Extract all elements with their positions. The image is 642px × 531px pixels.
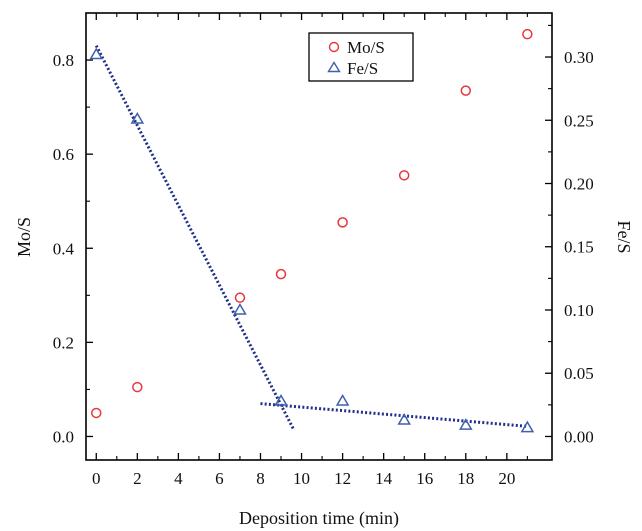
fit-line — [94, 44, 295, 430]
x-tick-label: 8 — [256, 469, 265, 488]
y-right-tick-label: 0.10 — [564, 301, 594, 320]
legend: Mo/S Fe/S — [308, 32, 414, 82]
x-axis-title: Deposition time (min) — [239, 508, 399, 529]
y-left-tick-label: 0.8 — [53, 51, 74, 70]
y-left-tick-label: 0.2 — [53, 333, 74, 352]
y-left-ticks: 0.0 0.2 0.4 0.6 0.8 — [53, 51, 93, 446]
x-tick-label: 2 — [133, 469, 142, 488]
point-fe-s — [130, 111, 145, 124]
plot-frame — [85, 12, 553, 461]
legend-label-mo-s: Mo/S — [347, 38, 385, 57]
y-left-tick-label: 0.0 — [53, 427, 74, 446]
x-ticks: 0 2 4 6 8 10 12 14 16 18 20 — [92, 13, 528, 488]
x-tick-label: 14 — [375, 469, 393, 488]
x-tick-label: 10 — [293, 469, 310, 488]
point-mo-s — [234, 292, 246, 303]
fit-line — [260, 402, 528, 428]
y-left-tick-label: 0.4 — [53, 239, 75, 258]
y-right-ticks: 0.00 0.05 0.10 0.15 0.20 0.25 0.30 — [545, 24, 594, 446]
point-fe-s — [458, 418, 473, 430]
y-right-tick-label: 0.00 — [564, 427, 594, 446]
x-tick-label: 16 — [416, 469, 433, 488]
x-tick-label: 6 — [215, 469, 224, 488]
y-right-tick-label: 0.05 — [564, 364, 594, 383]
point-fe-s — [520, 420, 535, 433]
x-tick-label: 0 — [92, 469, 101, 488]
y-right-tick-label: 0.30 — [564, 48, 594, 67]
point-mo-s — [337, 217, 348, 228]
point-mo-s — [398, 170, 410, 181]
legend-box — [308, 32, 414, 82]
markers — [89, 28, 535, 433]
legend-marker-fe-s — [327, 61, 341, 73]
y-right-tick-label: 0.25 — [564, 111, 594, 130]
x-tick-label: 20 — [498, 469, 515, 488]
legend-label-fe-s: Fe/S — [347, 59, 378, 78]
point-fe-s — [397, 413, 411, 425]
legend-marker-mo-s — [328, 41, 340, 53]
point-mo-s — [460, 85, 472, 96]
point-fe-s — [89, 47, 104, 60]
point-fe-s — [335, 394, 350, 406]
y-right-tick-label: 0.15 — [564, 238, 594, 257]
point-mo-s — [275, 268, 287, 280]
x-tick-label: 18 — [457, 469, 474, 488]
y-left-axis-title: Mo/S — [14, 217, 34, 257]
x-tick-label: 4 — [174, 469, 183, 488]
point-mo-s — [522, 28, 533, 40]
y-right-tick-label: 0.20 — [564, 175, 594, 194]
point-fe-s — [233, 302, 247, 315]
point-mo-s — [91, 407, 102, 419]
fit-lines — [94, 44, 528, 430]
point-mo-s — [132, 381, 143, 393]
point-fe-s — [274, 394, 288, 406]
x-tick-label: 12 — [334, 469, 351, 488]
y-left-tick-label: 0.6 — [53, 145, 74, 164]
y-right-axis-title: Fe/S — [614, 220, 634, 253]
